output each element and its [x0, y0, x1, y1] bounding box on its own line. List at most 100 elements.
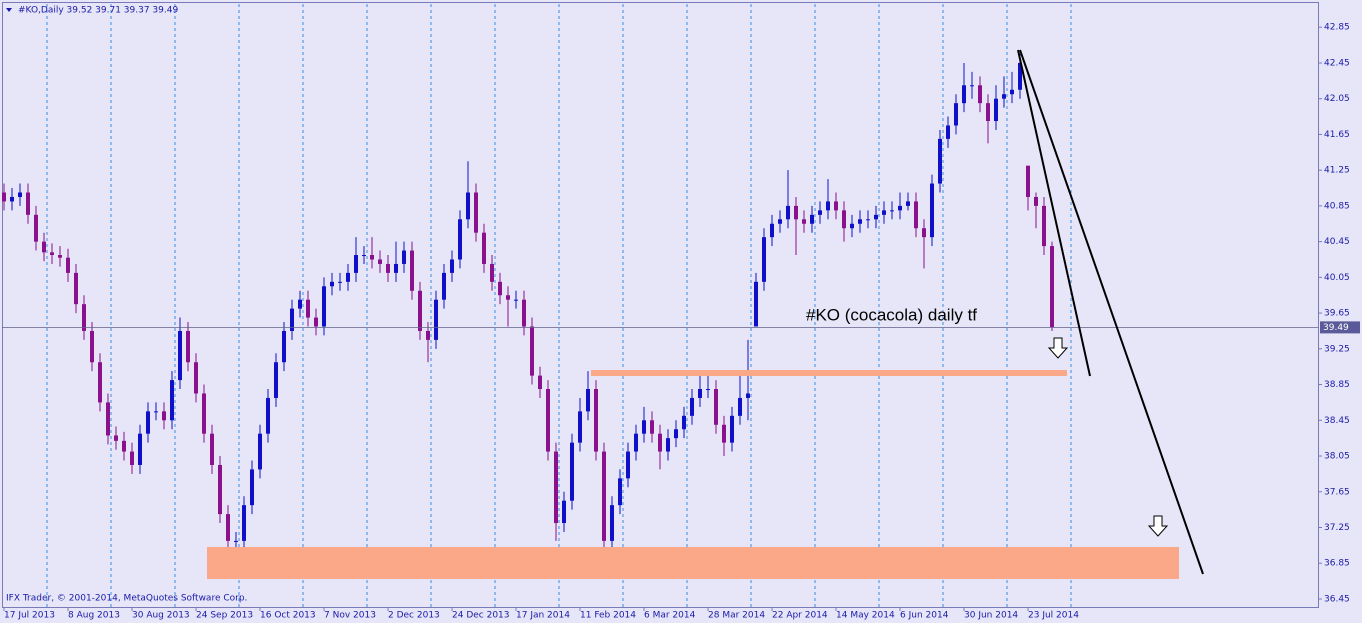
candle-body [634, 433, 638, 452]
candle-body [770, 223, 774, 238]
annotation: #KO (cocacola) daily tf [806, 305, 977, 324]
price-box [1320, 321, 1360, 334]
candle-body [922, 228, 926, 238]
candle-body [882, 210, 886, 215]
candle-body [146, 411, 150, 434]
candle-body [530, 326, 534, 376]
candle-body [458, 219, 462, 260]
x-tick-label: 17 Jul 2013 [4, 611, 55, 621]
candle-body [242, 505, 246, 541]
candle-body [258, 433, 262, 470]
x-tick-label: 24 Sep 2013 [196, 611, 253, 621]
candle-body [106, 402, 110, 436]
candle-body [546, 389, 550, 452]
candle-body [562, 500, 566, 524]
candle-body [442, 272, 446, 300]
candle-body [866, 219, 870, 221]
candle-body [850, 223, 854, 229]
candle-body [202, 393, 206, 434]
y-tick-label: 41.25 [1324, 166, 1350, 176]
candle-body [450, 259, 454, 273]
candle-body [514, 299, 518, 301]
resistance-zone [591, 370, 1067, 376]
candle-body [890, 210, 894, 212]
candle-body [842, 210, 846, 229]
candle-body [10, 196, 14, 202]
candle-body [402, 250, 406, 264]
x-tick-label: 6 Jun 2014 [900, 611, 949, 621]
y-tick-label: 42.45 [1324, 58, 1350, 68]
candle-body [194, 362, 198, 394]
candle-body [330, 281, 334, 287]
candle-body [498, 281, 502, 296]
symbol-info: #KO,Daily 39.52 39.71 39.37 39.49 [18, 6, 178, 16]
candle-body [210, 433, 214, 465]
support-zone [207, 547, 1179, 579]
x-tick-label: 16 Oct 2013 [260, 611, 316, 621]
candle-body [154, 411, 158, 413]
candle-body [810, 214, 814, 224]
candle-body [674, 429, 678, 439]
candle-body [698, 389, 702, 398]
candle-body [786, 205, 790, 220]
candle-body [114, 435, 118, 441]
candle-body [306, 299, 310, 318]
candle-body [978, 85, 982, 104]
candle-body [138, 433, 142, 465]
y-tick-label: 37.25 [1324, 523, 1350, 533]
candle-body [570, 442, 574, 501]
candle-body [1026, 165, 1030, 197]
y-tick-label: 39.65 [1324, 309, 1350, 319]
candle-body [1002, 94, 1006, 99]
candle-body [602, 451, 606, 541]
candle-body [394, 263, 398, 273]
candle-body [658, 433, 662, 452]
candle-body [538, 375, 542, 390]
candle-body [338, 281, 342, 283]
candle-body [274, 362, 278, 398]
candle-body [298, 299, 302, 309]
y-tick-label: 40.85 [1324, 201, 1350, 211]
x-tick-label: 30 Jun 2014 [964, 611, 1018, 621]
x-tick-label: 22 Apr 2014 [772, 611, 828, 621]
candle-body [474, 192, 478, 233]
candle-body [354, 255, 358, 273]
x-tick-label: 8 Aug 2013 [68, 611, 120, 621]
candle-body [266, 397, 270, 434]
x-tick-label: 11 Feb 2014 [580, 611, 636, 621]
candle-body [626, 451, 630, 479]
candle-body [938, 138, 942, 184]
y-tick-label: 36.45 [1324, 594, 1350, 604]
candle-body [186, 330, 190, 363]
candle-body [162, 411, 166, 421]
candle-body [738, 397, 742, 416]
candle-body [970, 85, 974, 87]
candle-body [778, 219, 782, 224]
candle-body [874, 214, 878, 220]
y-tick-label: 37.65 [1324, 487, 1350, 497]
x-tick-label: 14 May 2014 [836, 611, 895, 621]
candle-body [1050, 246, 1054, 328]
candle-body [234, 540, 238, 542]
candle-body [42, 241, 46, 253]
candle-body [130, 451, 134, 465]
down-arrow [1147, 515, 1169, 537]
candle-body [578, 411, 582, 443]
candle-body [66, 257, 70, 273]
candle-body [58, 255, 62, 258]
candle-body [594, 389, 598, 452]
candle-body [178, 330, 182, 381]
candle-body [218, 464, 222, 515]
candle-body [490, 263, 494, 282]
candle-body [290, 308, 294, 331]
candle-body [386, 263, 390, 273]
candle-body [650, 420, 654, 434]
candle-body [586, 389, 590, 412]
candle-body [362, 255, 366, 257]
candle-body [378, 259, 382, 264]
y-tick-label: 36.85 [1324, 559, 1350, 569]
candle-body [370, 255, 374, 260]
candle-body [226, 514, 230, 541]
plot-frame [2, 2, 1319, 608]
y-tick-label: 40.45 [1324, 237, 1350, 247]
